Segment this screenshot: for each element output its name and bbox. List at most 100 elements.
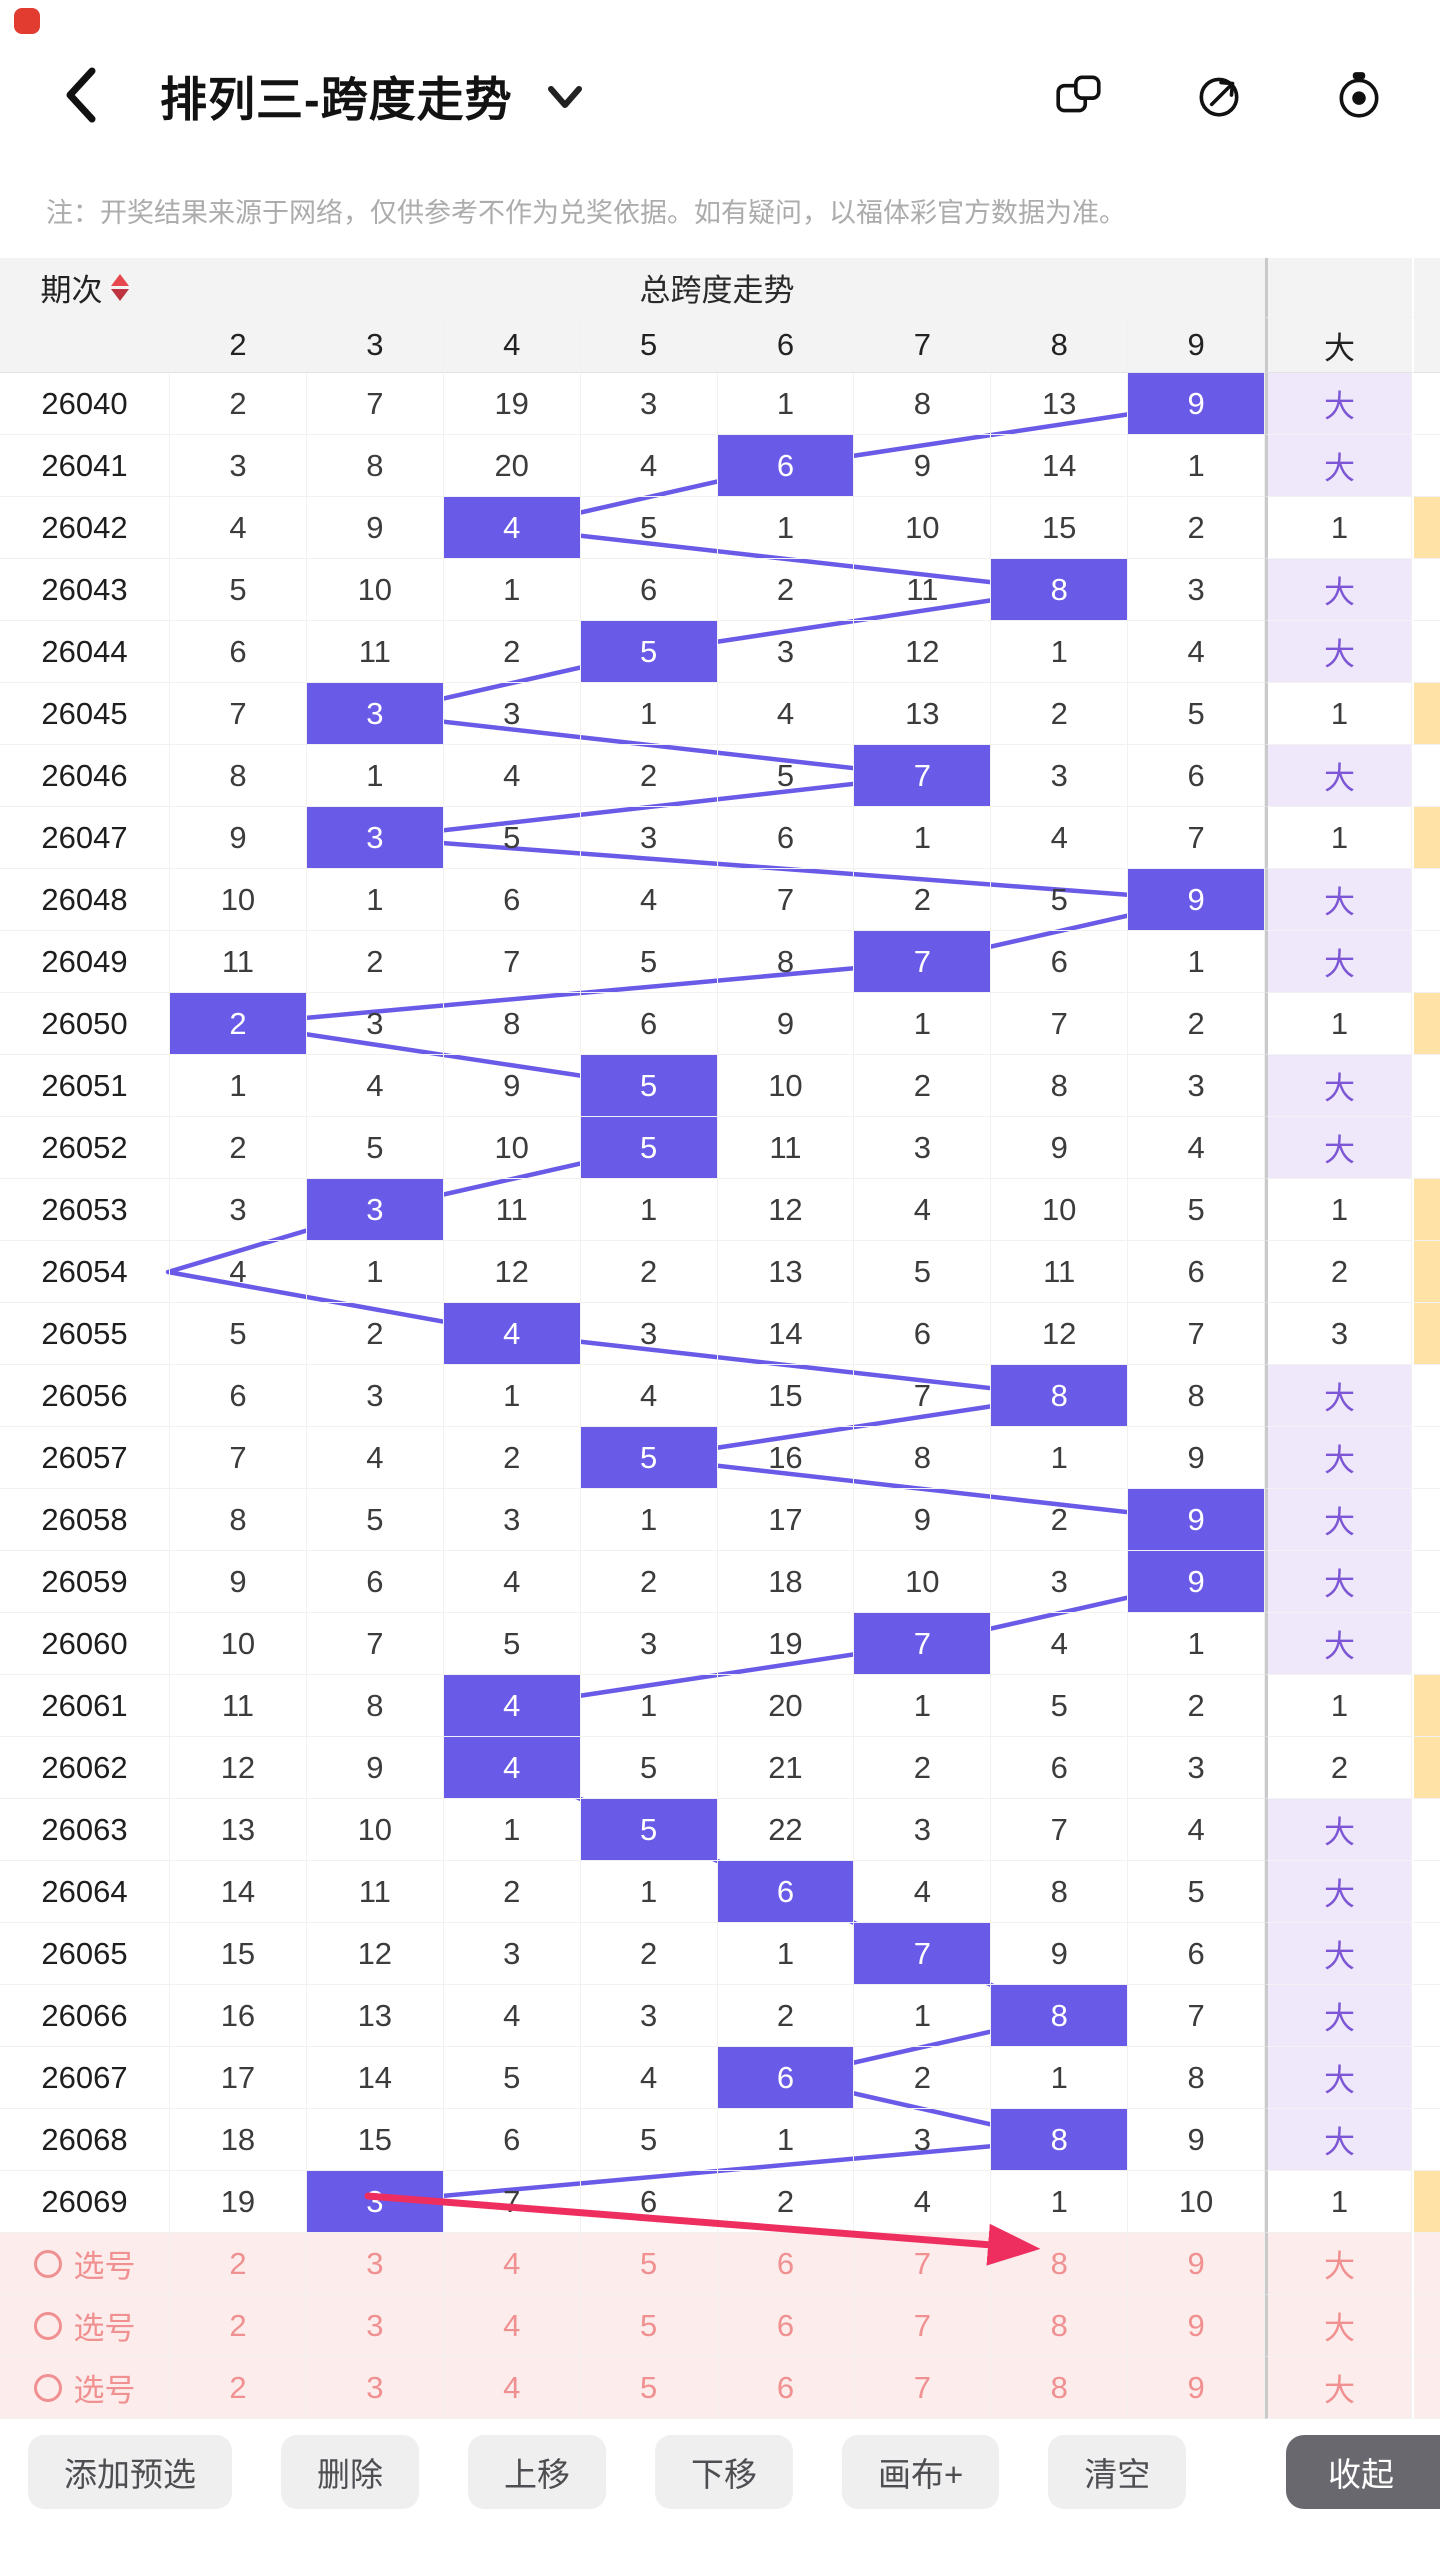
big-column-cell: 大 — [1265, 373, 1412, 435]
span-miss-cell: 3 — [580, 1303, 718, 1365]
select-row-header[interactable]: 选号 — [0, 2295, 170, 2357]
span-miss-cell: 1 — [580, 683, 718, 745]
select-number-cell[interactable]: 6 — [717, 2295, 855, 2357]
span-miss-cell: 4 — [580, 2047, 718, 2109]
select-number-cell[interactable]: 8 — [991, 2295, 1129, 2357]
issue-cell: 26066 — [0, 1985, 170, 2047]
span-miss-cell: 5 — [306, 1117, 444, 1179]
span-miss-cell: 4 — [854, 1179, 992, 1241]
span-miss-cell: 2 — [580, 1241, 718, 1303]
span-miss-cell: 9 — [306, 1737, 444, 1799]
span-miss-cell: 4 — [443, 1985, 581, 2047]
header-blank-strip — [1412, 258, 1440, 318]
select-number-cell[interactable]: 3 — [306, 2357, 444, 2419]
span-miss-cell: 9 — [306, 497, 444, 559]
select-number-cell[interactable]: 5 — [580, 2357, 718, 2419]
move-up-button[interactable]: 上移 — [468, 2435, 606, 2509]
compare-icon[interactable] — [1053, 69, 1105, 121]
select-number-cell[interactable]: 9 — [1128, 2295, 1265, 2357]
span-miss-cell: 1 — [1128, 435, 1265, 497]
select-number-cell[interactable]: 9 — [1128, 2357, 1265, 2419]
select-number-cell[interactable]: 8 — [991, 2357, 1129, 2419]
select-big-cell[interactable]: 大 — [1265, 2233, 1412, 2295]
span-miss-cell: 3 — [443, 1489, 581, 1551]
small-column-strip — [1412, 1613, 1440, 1675]
share-icon[interactable] — [1193, 69, 1245, 121]
select-number-cell[interactable]: 6 — [717, 2357, 855, 2419]
big-column-cell: 1 — [1265, 1675, 1412, 1737]
span-miss-cell: 3 — [717, 621, 855, 683]
span-miss-cell: 13 — [991, 373, 1129, 435]
small-column-strip — [1412, 1551, 1440, 1613]
select-number-cell[interactable]: 2 — [170, 2233, 307, 2295]
collapse-button[interactable]: 收起 — [1286, 2435, 1440, 2509]
select-number-cell[interactable]: 7 — [854, 2295, 992, 2357]
span-hit-cell: 9 — [1128, 869, 1265, 931]
span-miss-cell: 4 — [1128, 1117, 1265, 1179]
span-miss-cell: 1 — [580, 1861, 718, 1923]
span-miss-cell: 2 — [1128, 993, 1265, 1055]
select-row-header[interactable]: 选号 — [0, 2233, 170, 2295]
select-circle-icon[interactable] — [33, 2373, 62, 2402]
span-miss-cell: 5 — [717, 745, 855, 807]
span-miss-cell: 1 — [854, 807, 992, 869]
select-circle-icon[interactable] — [33, 2249, 62, 2278]
select-number-cell[interactable]: 4 — [443, 2357, 581, 2419]
select-number-cell[interactable]: 2 — [170, 2295, 307, 2357]
back-icon[interactable] — [62, 63, 102, 127]
small-column-strip — [1412, 435, 1440, 497]
span-miss-cell: 1 — [306, 745, 444, 807]
select-number-cell[interactable]: 4 — [443, 2233, 581, 2295]
span-miss-cell: 2 — [991, 683, 1129, 745]
select-number-cell[interactable]: 3 — [306, 2295, 444, 2357]
add-preset-button[interactable]: 添加预选 — [28, 2435, 232, 2509]
select-number-cell[interactable]: 8 — [991, 2233, 1129, 2295]
span-hit-cell: 8 — [991, 1985, 1129, 2047]
span-miss-cell: 9 — [443, 1055, 581, 1117]
big-column-cell: 大 — [1265, 1613, 1412, 1675]
select-circle-icon[interactable] — [33, 2311, 62, 2340]
select-label: 选号 — [73, 2249, 136, 2284]
small-column-strip — [1412, 559, 1440, 621]
big-column-cell: 大 — [1265, 1427, 1412, 1489]
span-hit-cell: 4 — [443, 1303, 581, 1365]
select-number-cell[interactable]: 7 — [854, 2233, 992, 2295]
select-number-cell[interactable]: 4 — [443, 2295, 581, 2357]
span-miss-cell: 7 — [717, 869, 855, 931]
record-icon[interactable] — [1333, 69, 1385, 121]
select-number-cell[interactable]: 9 — [1128, 2233, 1265, 2295]
small-column-strip — [1412, 1117, 1440, 1179]
span-miss-cell: 14 — [170, 1861, 307, 1923]
issue-sort-header[interactable]: 期次 — [0, 258, 170, 318]
select-row-header[interactable]: 选号 — [0, 2357, 170, 2419]
canvas-button[interactable]: 画布+ — [842, 2435, 1000, 2509]
select-label: 选号 — [73, 2311, 136, 2346]
select-number-cell[interactable]: 3 — [306, 2233, 444, 2295]
span-miss-cell: 8 — [717, 931, 855, 993]
span-hit-cell: 5 — [580, 1799, 718, 1861]
select-number-cell[interactable]: 5 — [580, 2233, 718, 2295]
select-number-cell[interactable]: 6 — [717, 2233, 855, 2295]
small-column-strip — [1412, 373, 1440, 435]
select-big-cell[interactable]: 大 — [1265, 2357, 1412, 2419]
select-number-cell[interactable]: 5 — [580, 2295, 718, 2357]
select-big-cell[interactable]: 大 — [1265, 2295, 1412, 2357]
clear-button[interactable]: 清空 — [1048, 2435, 1187, 2509]
big-column-cell: 大 — [1265, 1055, 1412, 1117]
span-hit-cell: 9 — [1128, 1551, 1265, 1613]
chevron-down-icon[interactable] — [543, 84, 587, 114]
span-miss-cell: 2 — [854, 1055, 992, 1117]
span-miss-cell: 3 — [854, 1799, 992, 1861]
select-number-cell[interactable]: 2 — [170, 2357, 307, 2419]
big-column-cell: 大 — [1265, 435, 1412, 497]
issue-cell: 26059 — [0, 1551, 170, 1613]
span-miss-cell: 7 — [443, 2171, 581, 2233]
span-miss-cell: 2 — [580, 745, 718, 807]
move-down-button[interactable]: 下移 — [655, 2435, 793, 2509]
span-miss-cell: 10 — [1128, 2171, 1265, 2233]
span-miss-cell: 5 — [580, 931, 718, 993]
sort-up-icon — [110, 274, 129, 286]
select-number-cell[interactable]: 7 — [854, 2357, 992, 2419]
delete-button[interactable]: 删除 — [281, 2435, 419, 2509]
issue-cell: 26055 — [0, 1303, 170, 1365]
